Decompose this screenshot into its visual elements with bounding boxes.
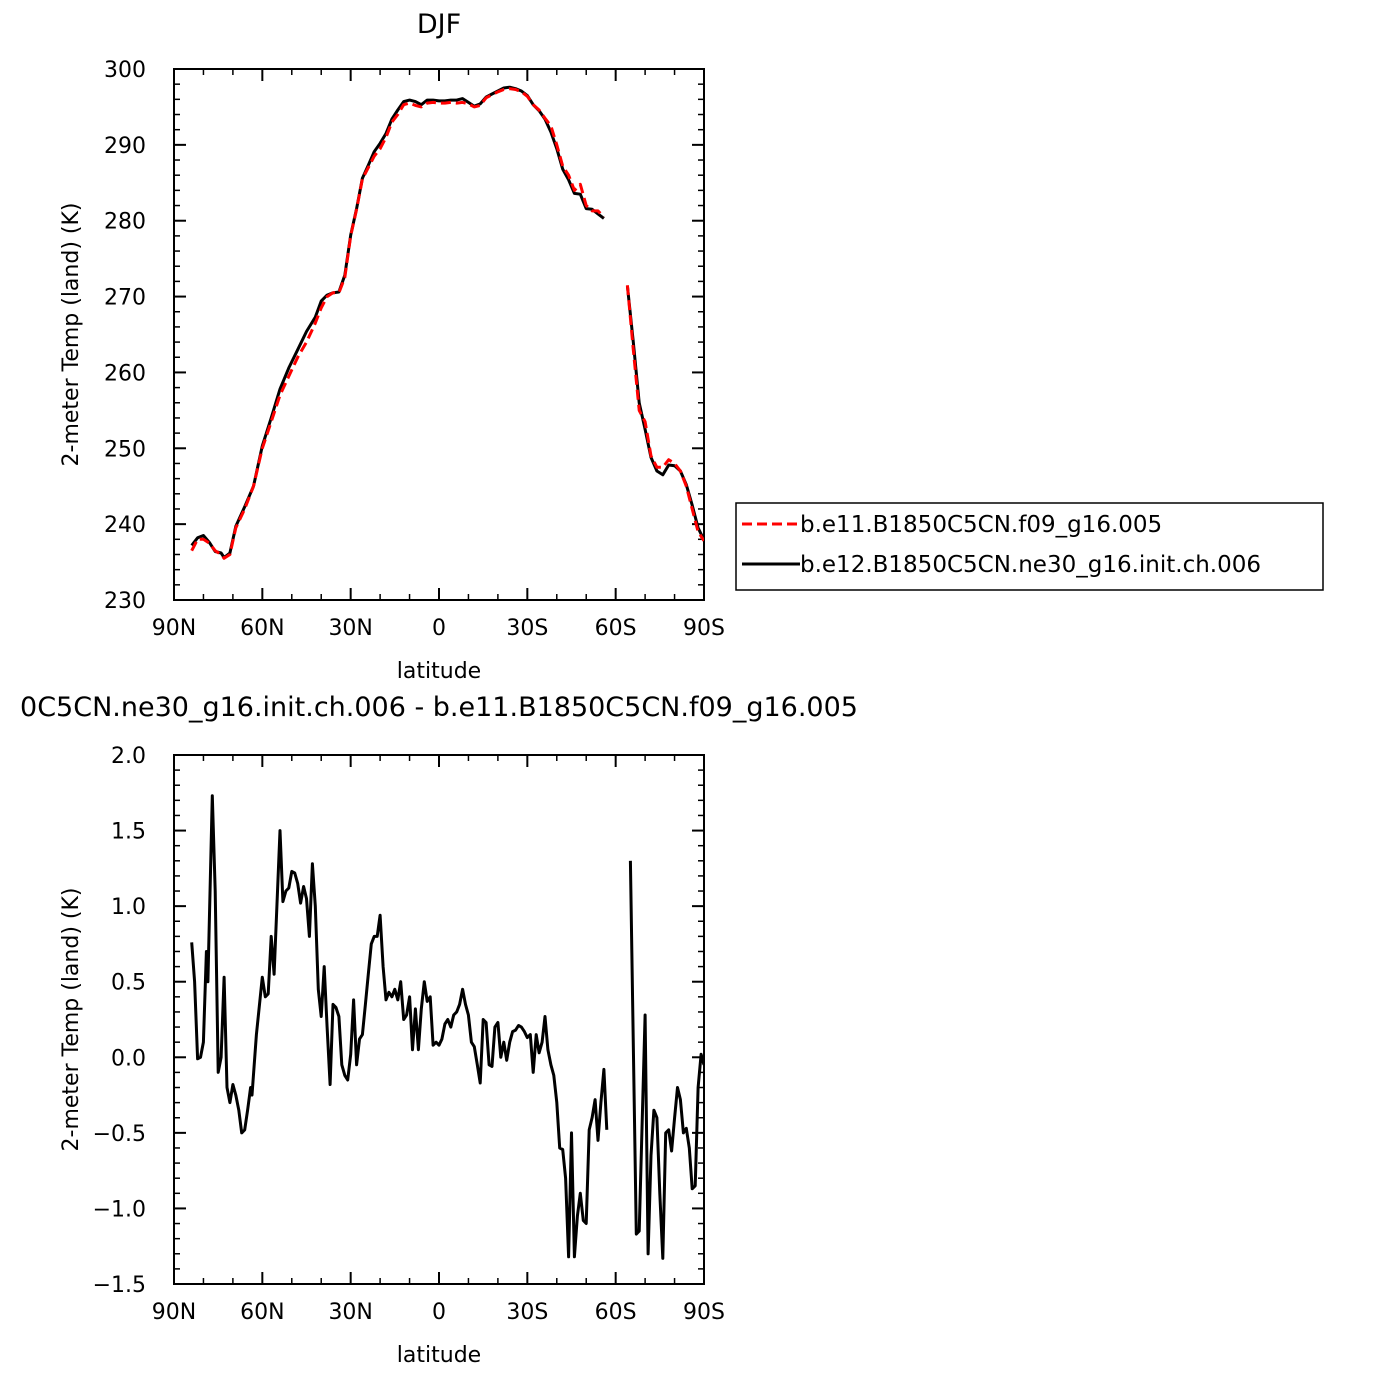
y-tick-label: 1.0 bbox=[111, 895, 146, 920]
series-1-line-segment-1 bbox=[625, 285, 704, 541]
y-tick-label: 230 bbox=[104, 589, 146, 614]
series-0-line-segment-0 bbox=[190, 87, 605, 560]
x-tick-label: 30S bbox=[506, 616, 548, 641]
x-tick-label: 90N bbox=[152, 616, 196, 641]
y-tick-label: 260 bbox=[104, 361, 146, 386]
top-plot: 90N 60N 30N 0 30S 60S 90S 230 240 250 260 270 280 290… bbox=[59, 9, 725, 684]
y-tick-label: 0.5 bbox=[111, 971, 146, 996]
x-tick-label: 30N bbox=[328, 616, 372, 641]
x-axis-label: latitude bbox=[397, 1343, 481, 1368]
y-tick-label: 270 bbox=[104, 286, 146, 311]
chart-title: 0C5CN.ne30_g16.init.ch.006 - b.e11.B1850… bbox=[20, 692, 858, 723]
x-tick-label: 60N bbox=[240, 616, 284, 641]
y-tick-label: 240 bbox=[104, 513, 146, 538]
x-tick-label: 90N bbox=[152, 1300, 196, 1325]
y-axis-label: 2-meter Temp (land) (K) bbox=[59, 888, 84, 1152]
y-tick-label: 290 bbox=[104, 134, 146, 159]
legend-box bbox=[735, 502, 1324, 591]
x-tick-label: 30S bbox=[506, 1300, 548, 1325]
y-tick-label: 280 bbox=[104, 210, 146, 235]
x-tick-label: 90S bbox=[683, 616, 725, 641]
x-tick-label: 60N bbox=[240, 1300, 284, 1325]
x-tick-label: 0 bbox=[432, 616, 446, 641]
bottom-plot: 90N 60N 30N 0 30S 60S 90S −1.5 −1.0 −0.5 0.0 0.5 1.0… bbox=[20, 692, 858, 1368]
legend-label-1: b.e12.B1850C5CN.ne30_g16.init.ch.006 bbox=[800, 552, 1261, 578]
legend-label-0: b.e11.B1850C5CN.f09_g16.005 bbox=[800, 512, 1162, 538]
series-0-line-segment-0 bbox=[190, 794, 609, 1259]
x-tick-label: 60S bbox=[595, 616, 637, 641]
x-tick-label: 30N bbox=[328, 1300, 372, 1325]
y-tick-label: 0.0 bbox=[111, 1046, 146, 1071]
series-0-line-segment-1 bbox=[625, 285, 704, 542]
y-tick-label: 1.5 bbox=[111, 820, 146, 845]
y-tick-label: 2.0 bbox=[111, 744, 146, 769]
x-axis-label: latitude bbox=[397, 659, 481, 684]
x-tick-label: 60S bbox=[595, 1300, 637, 1325]
plot-frame bbox=[173, 68, 705, 601]
y-tick-label: −0.5 bbox=[93, 1122, 146, 1147]
chart-title: DJF bbox=[417, 9, 461, 40]
y-axis-label: 2-meter Temp (land) (K) bbox=[59, 203, 84, 467]
y-tick-label: −1.5 bbox=[93, 1273, 146, 1298]
x-tick-label: 0 bbox=[432, 1300, 446, 1325]
x-tick-label: 90S bbox=[683, 1300, 725, 1325]
legend: b.e11.B1850C5CN.f09_g16.005 b.e12.B1850C5… bbox=[735, 502, 1324, 591]
series-0-line-segment-1 bbox=[628, 860, 704, 1260]
plot-frame bbox=[173, 754, 705, 1285]
y-tick-label: 300 bbox=[104, 58, 146, 83]
y-tick-label: 250 bbox=[104, 437, 146, 462]
y-tick-label: −1.0 bbox=[93, 1197, 146, 1222]
